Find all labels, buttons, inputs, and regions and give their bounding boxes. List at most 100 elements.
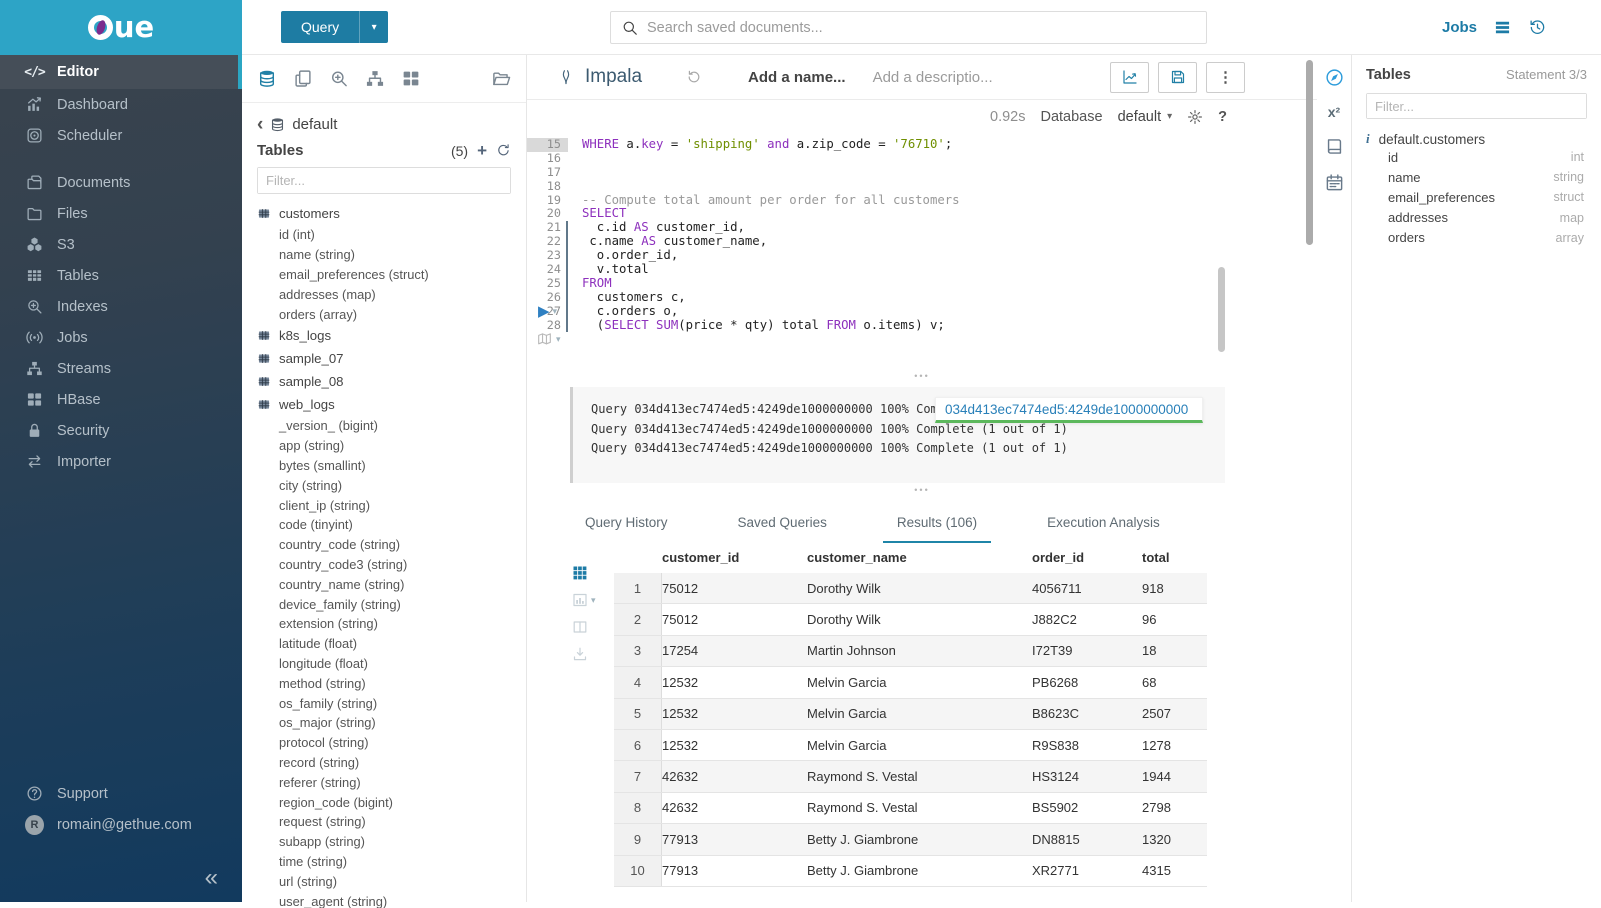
more-options-button[interactable]: ⋮ bbox=[1206, 62, 1245, 93]
column-header-order_id[interactable]: order_id bbox=[1032, 541, 1142, 573]
assist-column[interactable]: referer (string) bbox=[257, 772, 526, 792]
tab-query-history[interactable]: Query History bbox=[571, 505, 682, 543]
download-icon[interactable] bbox=[572, 646, 588, 662]
sitemap-icon[interactable] bbox=[365, 69, 385, 88]
query-description-field[interactable]: Add a descriptio... bbox=[873, 69, 993, 86]
help-icon[interactable]: ? bbox=[1218, 109, 1227, 125]
resize-handle-top[interactable]: ••• bbox=[527, 373, 1317, 381]
assist-column[interactable]: email_preferences (struct) bbox=[257, 265, 526, 285]
map-icon[interactable] bbox=[536, 332, 553, 347]
sidebar-item-hbase[interactable]: HBase bbox=[0, 384, 242, 415]
assist-column[interactable]: id (int) bbox=[257, 225, 526, 245]
assist-column[interactable]: user_agent (string) bbox=[257, 891, 526, 908]
assist-filter[interactable] bbox=[257, 167, 511, 194]
info-icon[interactable]: i bbox=[1366, 131, 1370, 147]
database-icon[interactable] bbox=[257, 69, 277, 88]
assist-column[interactable]: client_ip (string) bbox=[257, 495, 526, 515]
book-icon[interactable] bbox=[1325, 137, 1344, 156]
assist-column[interactable]: code (tinyint) bbox=[257, 515, 526, 535]
assist-column[interactable]: country_code (string) bbox=[257, 535, 526, 555]
query-history-icon[interactable] bbox=[686, 69, 702, 85]
engine-name[interactable]: Impala bbox=[585, 66, 642, 88]
tab-saved-queries[interactable]: Saved Queries bbox=[724, 505, 841, 543]
back-chevron-icon[interactable]: ‹ bbox=[257, 118, 263, 132]
sidebar-item-importer[interactable]: Importer bbox=[0, 446, 242, 477]
right-assist-table-name[interactable]: default.customers bbox=[1379, 132, 1486, 147]
sidebar-footer-support[interactable]: Support bbox=[0, 778, 242, 809]
assist-column[interactable]: request (string) bbox=[257, 812, 526, 832]
calendar-icon[interactable] bbox=[1325, 173, 1344, 192]
assist-filter-input[interactable] bbox=[258, 168, 510, 193]
hue-logo[interactable]: ue bbox=[0, 0, 242, 55]
column-header-total[interactable]: total bbox=[1142, 541, 1207, 573]
assist-column[interactable]: app (string) bbox=[257, 436, 526, 456]
assist-column[interactable]: longitude (float) bbox=[257, 654, 526, 674]
assist-column[interactable]: latitude (float) bbox=[257, 634, 526, 654]
jobs-link[interactable]: Jobs bbox=[1442, 19, 1477, 36]
column-header-customer_name[interactable]: customer_name bbox=[807, 541, 1032, 573]
superscript-icon[interactable]: x² bbox=[1328, 104, 1340, 120]
search-plus-icon[interactable] bbox=[329, 69, 349, 88]
assist-column[interactable]: os_family (string) bbox=[257, 693, 526, 713]
assist-database-name[interactable]: default bbox=[292, 116, 337, 133]
assist-column[interactable]: os_major (string) bbox=[257, 713, 526, 733]
resize-handle-bottom[interactable]: ••• bbox=[527, 487, 1317, 495]
folder-open-icon[interactable] bbox=[491, 69, 511, 88]
assist-column[interactable]: _version_ (bigint) bbox=[257, 416, 526, 436]
query-name-field[interactable]: Add a name... bbox=[748, 69, 846, 86]
gear-icon[interactable] bbox=[1187, 109, 1203, 125]
squares-icon[interactable] bbox=[401, 69, 421, 88]
column-header-customer_id[interactable]: customer_id bbox=[662, 541, 807, 573]
main-scrollbar[interactable] bbox=[1306, 60, 1313, 245]
assist-table-customers[interactable]: customers bbox=[257, 202, 526, 225]
assist-column[interactable]: url (string) bbox=[257, 871, 526, 891]
assist-table-k8s_logs[interactable]: k8s_logs bbox=[257, 324, 526, 347]
sidebar-item-documents[interactable]: Documents bbox=[0, 167, 242, 198]
assist-column[interactable]: addresses (map) bbox=[257, 284, 526, 304]
assist-column[interactable]: time (string) bbox=[257, 852, 526, 872]
assist-column[interactable]: name (string) bbox=[257, 245, 526, 265]
sidebar-item-scheduler[interactable]: Scheduler bbox=[0, 120, 242, 151]
assist-column[interactable]: subapp (string) bbox=[257, 832, 526, 852]
sidebar-item-indexes[interactable]: Indexes bbox=[0, 291, 242, 322]
job-id-overlay[interactable]: 034d413ec7474ed5:4249de1000000000 bbox=[935, 397, 1203, 423]
assist-column[interactable]: record (string) bbox=[257, 753, 526, 773]
map-options-caret[interactable]: ▾ bbox=[556, 334, 561, 345]
tab-results-106-[interactable]: Results (106) bbox=[883, 505, 991, 543]
sidebar-collapse-button[interactable]: « bbox=[205, 866, 218, 890]
execute-button[interactable]: ▶ bbox=[538, 304, 550, 319]
assist-column[interactable]: protocol (string) bbox=[257, 733, 526, 753]
assist-column[interactable]: country_code3 (string) bbox=[257, 555, 526, 575]
assist-column[interactable]: orders (array) bbox=[257, 304, 526, 324]
right-assist-filter[interactable] bbox=[1366, 93, 1587, 119]
new-query-button[interactable]: Query ▾ bbox=[281, 11, 388, 43]
assist-table-web_logs[interactable]: web_logs bbox=[257, 393, 526, 416]
global-search[interactable] bbox=[610, 11, 1207, 44]
assist-column[interactable]: region_code (bigint) bbox=[257, 792, 526, 812]
database-select[interactable]: default ▾ bbox=[1118, 109, 1173, 125]
sidebar-item-security[interactable]: Security bbox=[0, 415, 242, 446]
query-button-label[interactable]: Query bbox=[281, 11, 359, 43]
add-table-button[interactable]: + bbox=[477, 142, 487, 159]
chart-options-caret[interactable]: ▾ bbox=[591, 595, 596, 606]
assist-column[interactable]: bytes (smallint) bbox=[257, 456, 526, 476]
assist-column[interactable]: method (string) bbox=[257, 673, 526, 693]
task-list-icon[interactable] bbox=[1493, 19, 1512, 36]
sidebar-item-jobs[interactable]: Jobs bbox=[0, 322, 242, 353]
right-assist-filter-input[interactable] bbox=[1367, 94, 1586, 118]
execute-options-caret[interactable]: ▾ bbox=[553, 306, 558, 317]
refresh-icon[interactable] bbox=[496, 143, 511, 158]
sidebar-item-streams[interactable]: Streams bbox=[0, 353, 242, 384]
save-button[interactable] bbox=[1158, 62, 1197, 93]
columns-icon[interactable] bbox=[572, 619, 588, 635]
chart-icon[interactable] bbox=[572, 592, 588, 608]
sidebar-item-tables[interactable]: Tables bbox=[0, 260, 242, 291]
query-dropdown-caret[interactable]: ▾ bbox=[359, 11, 388, 43]
sidebar-item-editor[interactable]: </>Editor bbox=[0, 55, 242, 89]
